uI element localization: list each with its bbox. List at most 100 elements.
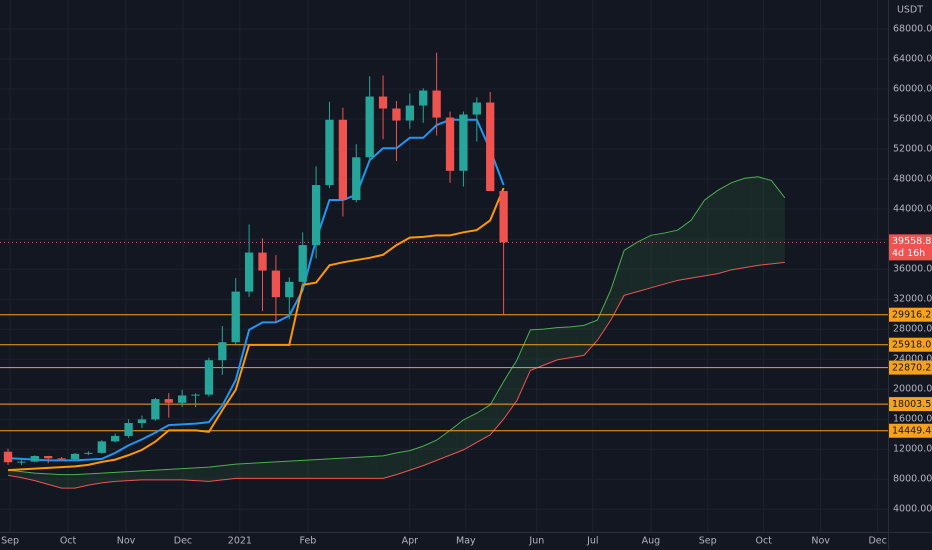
- y-tick-label: 36000.00: [893, 264, 932, 275]
- cloud-fill: [128, 470, 142, 481]
- cloud-fill: [637, 235, 651, 292]
- cloud-fill: [450, 419, 464, 456]
- candle-body: [365, 96, 374, 158]
- cloud-fill: [557, 326, 571, 360]
- levels: [0, 241, 888, 432]
- cloud-fill: [302, 459, 317, 479]
- candle-body: [30, 456, 39, 462]
- x-tick-label: Aug: [642, 536, 661, 547]
- cloud-fill: [423, 440, 437, 466]
- level-label: 14449.48: [892, 426, 932, 437]
- x-tick-label: Dec: [174, 536, 192, 547]
- candle-body: [70, 453, 80, 460]
- candle-body: [204, 360, 214, 395]
- candle-body: [258, 252, 267, 271]
- y-tick-label: 16000.00: [893, 414, 932, 425]
- candle-body: [218, 342, 227, 361]
- y-tick-label: 20000.00: [893, 384, 932, 395]
- cloud-fill: [316, 458, 330, 479]
- y-tick-label: 60000.00: [893, 84, 932, 95]
- cloud-fill: [222, 464, 236, 480]
- cloud-fill: [744, 176, 759, 268]
- cloud-fill: [677, 220, 692, 281]
- cloud-fill: [383, 452, 397, 479]
- level-box: [889, 423, 932, 438]
- cloud-fill: [650, 233, 665, 288]
- x-tick-label: Sep: [699, 536, 717, 547]
- span-b-line: [7, 261, 785, 489]
- cloud-fill: [289, 460, 303, 479]
- cloud: [7, 176, 786, 489]
- level-label: 29916.26: [892, 310, 932, 321]
- x-tick-label: Oct: [60, 536, 77, 547]
- candle-body: [419, 90, 428, 106]
- cloud-fill: [516, 329, 531, 401]
- level-label: 22870.28: [892, 363, 932, 374]
- x-tick-label: May: [456, 536, 476, 547]
- cloud-fill: [704, 190, 718, 276]
- y-tick-label: 24000.00: [893, 354, 932, 365]
- cloud-fill: [101, 472, 116, 483]
- y-tick-label: 48000.00: [893, 174, 932, 185]
- countdown-label: 4d 16h: [892, 248, 925, 259]
- cloud-fill: [342, 457, 357, 479]
- cloud-fill: [409, 446, 424, 471]
- cloud-fill: [182, 467, 196, 481]
- cloud-fill: [530, 329, 544, 371]
- candle-body: [271, 270, 281, 298]
- currency-label: USDT: [897, 5, 923, 16]
- cloud-fill: [624, 242, 638, 296]
- cloud-fill: [664, 230, 678, 285]
- level-box: [889, 360, 932, 375]
- cloud-fill: [249, 462, 263, 479]
- cloud-fill: [463, 413, 477, 450]
- y-tick-label: 52000.00: [893, 144, 932, 155]
- y-tick-label: 4000.00: [893, 504, 932, 515]
- cloud-fill: [570, 325, 584, 358]
- indicator-line: [7, 187, 505, 472]
- y-tick-label: 8000.00: [893, 474, 932, 485]
- cloud-fill: [275, 461, 290, 479]
- cloud-fill: [717, 182, 732, 274]
- price-box: [889, 234, 932, 261]
- candle-body: [352, 157, 361, 201]
- cloud-fill: [476, 404, 491, 443]
- candle-body: [137, 419, 147, 424]
- span-a-line: [7, 176, 786, 476]
- x-tick-label: Nov: [117, 536, 136, 547]
- indicator-line: [7, 118, 505, 462]
- x-tick-label: Feb: [300, 536, 317, 547]
- level-label: 25918.02: [892, 340, 932, 351]
- cloud-fill: [235, 463, 250, 479]
- x-tick-label: Jul: [586, 536, 598, 547]
- candle-body: [432, 90, 441, 118]
- lines: [7, 118, 505, 472]
- x-tick-label: Jun: [528, 536, 544, 547]
- candle-body: [338, 119, 348, 201]
- cloud-fill: [115, 471, 129, 482]
- cloud-fill: [610, 250, 625, 321]
- x-tick-label: Sep: [1, 536, 19, 547]
- cloud-fill: [396, 450, 410, 475]
- cloud-fill: [48, 473, 62, 489]
- candle-body: [57, 458, 66, 460]
- y-tick-label: 68000.00: [893, 24, 932, 35]
- candle-body: [445, 117, 455, 171]
- cloud-fill: [771, 180, 785, 264]
- cloud-fill: [369, 455, 384, 479]
- x-tick-label: Apr: [402, 536, 419, 547]
- candle-body: [486, 102, 495, 192]
- y-tick-label: 28000.00: [893, 324, 932, 335]
- x-tick-label: Dec: [868, 536, 886, 547]
- cloud-fill: [758, 176, 772, 266]
- cloud-fill: [583, 320, 598, 356]
- candle-body: [164, 399, 173, 403]
- cloud-fill: [195, 467, 209, 482]
- y-tick-label: 12000.00: [893, 444, 932, 455]
- x-tick-label: Oct: [755, 536, 772, 547]
- level-box: [889, 307, 932, 322]
- candle-body: [124, 423, 133, 436]
- x-tick-label: 2021: [228, 536, 252, 547]
